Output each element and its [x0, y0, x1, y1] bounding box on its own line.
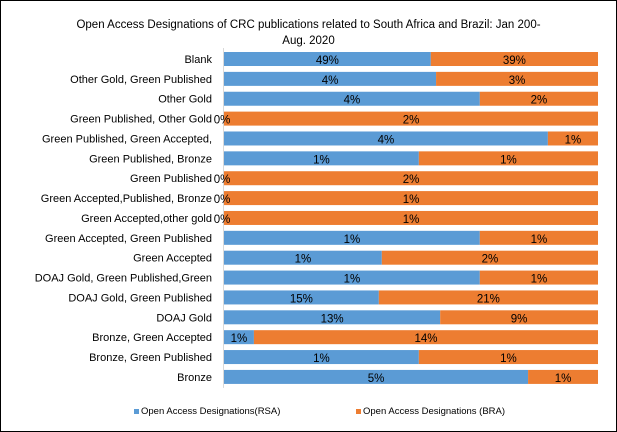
category-label: Green Published [130, 173, 212, 185]
category-label: Other Gold [158, 94, 212, 106]
bar-bra [479, 270, 598, 285]
bar-rsa [224, 91, 480, 106]
bar-bra [253, 330, 599, 345]
bar-bra [430, 52, 598, 66]
data-label-bra: 1% [555, 373, 572, 385]
bar-bra [224, 111, 598, 126]
bar-rsa [224, 270, 480, 285]
plot-area: Blank 49% 39% Other Gold, Green Published 4%… [35, 48, 599, 388]
bar-bra [224, 171, 598, 186]
chart-title-line-1: Open Access Designations of CRC publicat… [76, 19, 541, 31]
data-label-rsa: 1% [313, 353, 330, 365]
category-label: Green Accepted,other gold [81, 213, 212, 225]
category-label: Bronze, Green Accepted [92, 332, 212, 344]
data-label-bra: 3% [509, 75, 526, 87]
bar-rsa [224, 71, 437, 86]
data-label-bra: 2% [531, 95, 548, 107]
data-label-bra: 1% [565, 134, 582, 146]
bar-rsa [224, 330, 254, 345]
bar-bra [418, 151, 598, 166]
legend-item-bra: Open Access Designations (BRA) [356, 406, 505, 417]
bar-rsa [224, 52, 431, 66]
category-label: Green Published, Other Gold [70, 114, 212, 126]
category-label: DOAJ Gold, Green Published,Green [35, 273, 212, 285]
category-label: Green Published, Bronze [89, 153, 212, 165]
bar-bra [436, 71, 598, 86]
bar-rsa [224, 369, 529, 384]
legend-label-bra: Open Access Designations (BRA) [363, 406, 506, 417]
bar-bra [440, 310, 598, 325]
data-label-rsa: 1% [231, 333, 248, 345]
data-label-rsa: 4% [322, 75, 339, 87]
chart-title-line-2: Aug. 2020 [282, 35, 335, 47]
legend-swatch-bra [356, 409, 361, 414]
data-label-bra: 2% [403, 115, 420, 127]
legend-item-rsa: Open Access Designations(RSA) [134, 406, 280, 417]
category-label: DOAJ Gold, Green Published [68, 292, 212, 304]
category-label: Bronze [177, 372, 212, 384]
bar-bra [479, 230, 598, 245]
bar-rsa [224, 350, 419, 365]
data-label-rsa: 4% [344, 95, 361, 107]
bar-bra [224, 210, 598, 225]
data-label-rsa: 0% [214, 194, 231, 206]
data-label-rsa: 13% [321, 313, 344, 325]
data-label-bra: 1% [500, 353, 517, 365]
data-label-rsa: 1% [344, 274, 361, 286]
data-label-bra: 21% [477, 293, 500, 305]
bar-rsa [224, 131, 548, 146]
bar-rsa [224, 151, 419, 166]
data-label-rsa: 5% [368, 373, 385, 385]
category-label: Green Accepted,Published, Bronze [41, 193, 212, 205]
bar-bra [224, 191, 598, 206]
data-label-bra: 2% [482, 254, 499, 266]
data-label-rsa: 49% [316, 55, 339, 67]
bar-rsa [224, 310, 441, 325]
data-label-rsa: 15% [290, 293, 313, 305]
data-label-bra: 14% [414, 333, 437, 345]
category-label: Bronze, Green Published [89, 352, 212, 364]
category-label: Green Accepted, Green Published [45, 233, 212, 245]
data-label-bra: 1% [403, 214, 420, 226]
chart-title: Open Access Designations of CRC publicat… [1, 17, 616, 49]
bar-bra [418, 350, 598, 365]
bar-rsa [224, 290, 379, 305]
category-label: DOAJ Gold [156, 312, 212, 324]
data-label-bra: 1% [531, 274, 548, 286]
data-label-rsa: 1% [313, 154, 330, 166]
bar-bra [378, 290, 598, 305]
data-label-rsa: 0% [214, 174, 231, 186]
bar-bra [547, 131, 598, 146]
data-label-bra: 1% [403, 194, 420, 206]
bar-bra [528, 369, 598, 384]
data-label-bra: 39% [503, 55, 526, 67]
category-label: Green Accepted [133, 253, 212, 265]
data-label-rsa: 4% [378, 134, 395, 146]
data-label-rsa: 0% [214, 214, 231, 226]
data-label-bra: 1% [500, 154, 517, 166]
category-label: Green Published, Green Accepted, [42, 133, 212, 145]
legend-label-rsa: Open Access Designations(RSA) [141, 406, 281, 417]
bar-rsa [224, 250, 382, 265]
bar-rsa [224, 230, 480, 245]
data-label-rsa: 1% [344, 234, 361, 246]
data-label-bra: 9% [511, 313, 528, 325]
legend-swatch-rsa [134, 409, 139, 414]
data-label-bra: 2% [403, 174, 420, 186]
data-label-rsa: 0% [214, 115, 231, 127]
bar-bra [381, 250, 598, 265]
category-label: Other Gold, Green Published [70, 74, 212, 86]
data-label-bra: 1% [531, 234, 548, 246]
bar-bra [479, 91, 598, 106]
data-label-rsa: 1% [295, 254, 312, 266]
category-label: Blank [184, 54, 212, 66]
